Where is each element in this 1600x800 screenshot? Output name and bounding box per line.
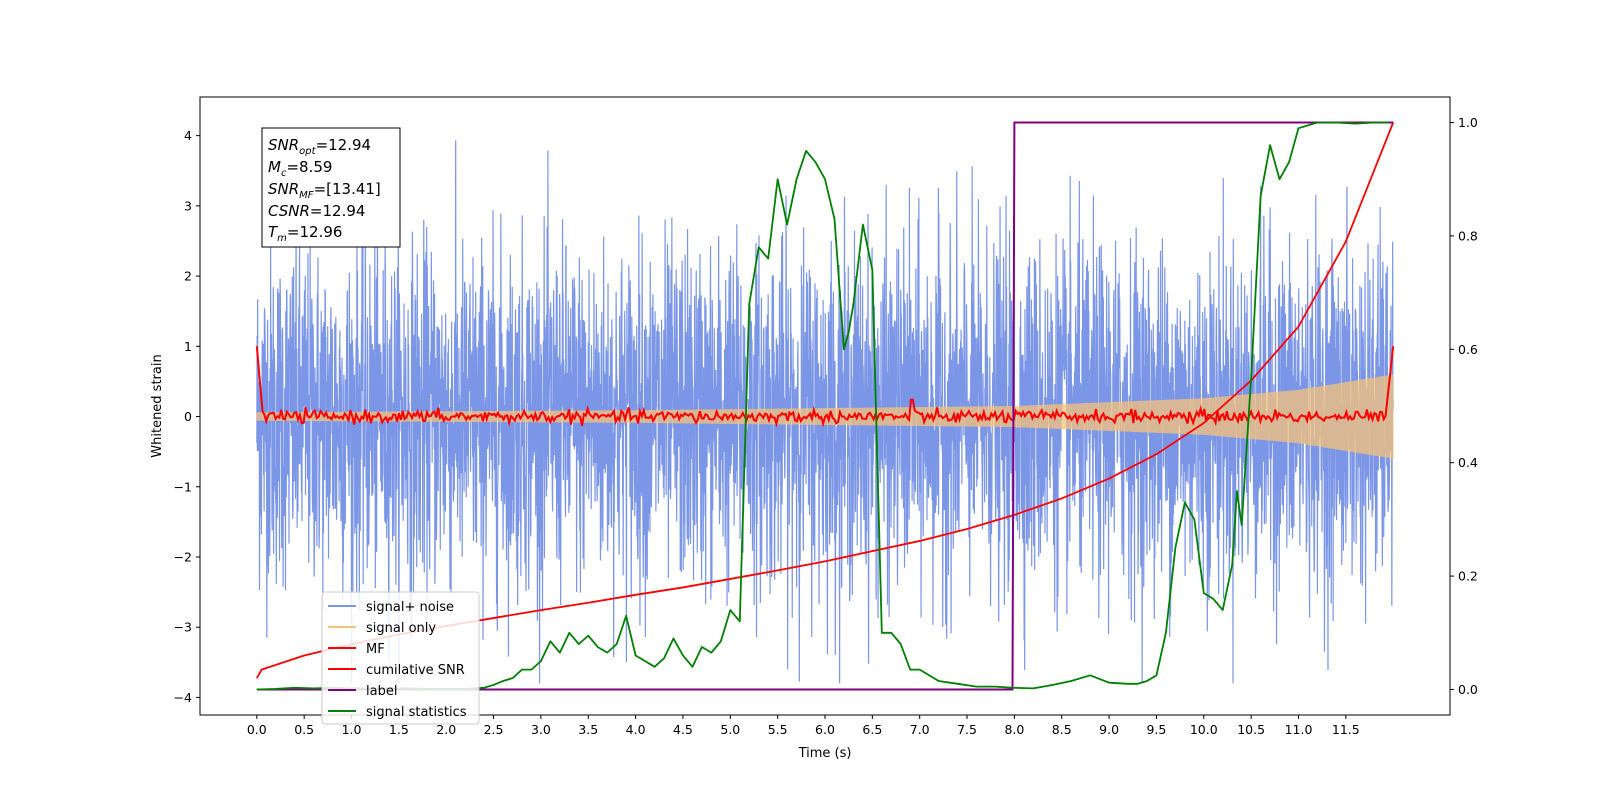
y-tick-label-right: 0.2 <box>1458 569 1478 584</box>
x-tick-label: 7.5 <box>957 722 977 737</box>
x-axis: 0.0 0.5 1.0 1.5 2.0 2.5 3.0 3.5 4.0 4.5 5.0 5.5 6.0 6… <box>247 715 1360 737</box>
y-tick-label-right: 0.0 <box>1458 682 1478 697</box>
y-tick-label-left: 0 <box>184 409 192 424</box>
x-tick-label: 8.0 <box>1004 722 1024 737</box>
x-tick-label: 11.0 <box>1285 722 1313 737</box>
y-axis-right: 1.0 0.8 0.6 0.4 0.2 0.0 <box>1450 115 1478 697</box>
info-snr-mf: SNRMF=[13.41] <box>268 180 381 201</box>
y-tick-label-right: 0.6 <box>1458 342 1478 357</box>
y-tick-label-right: 1.0 <box>1458 115 1478 130</box>
x-tick-label: 3.5 <box>578 722 598 737</box>
y-tick-label-left: 2 <box>184 269 192 284</box>
y-tick-label-left: −4 <box>174 690 192 705</box>
series-mf <box>255 346 1395 428</box>
legend: signal+ noise signal only MF cumilative SNR… <box>321 591 480 725</box>
info-snr-opt: SNRopt=12.94 <box>268 136 371 157</box>
info-tm: Tm=12.96 <box>268 223 342 244</box>
x-tick-label: 5.5 <box>768 722 788 737</box>
legend-label: signal only <box>366 621 436 636</box>
x-tick-label: 9.0 <box>1099 722 1119 737</box>
y-tick-label-left: −1 <box>174 479 192 494</box>
legend-entries: signal+ noise signal only MF cumilative SNR… <box>328 600 467 720</box>
series-signal-only <box>256 374 1394 459</box>
x-tick-label: 11.5 <box>1332 722 1360 737</box>
legend-label: MF <box>366 642 385 657</box>
y-tick-label-right: 0.8 <box>1458 228 1478 243</box>
y-tick-label-left: 4 <box>184 128 192 143</box>
x-tick-label: 9.5 <box>1146 722 1166 737</box>
x-tick-label: 8.5 <box>1052 722 1072 737</box>
info-chirp-mass: Mc=8.59 <box>268 158 332 179</box>
x-tick-label: 5.0 <box>720 722 740 737</box>
y-tick-label-right: 0.4 <box>1458 455 1478 470</box>
info-csnr: CSNR=12.94 <box>268 202 365 220</box>
x-tick-label: 0.0 <box>247 722 267 737</box>
x-tick-label: 6.5 <box>862 722 882 737</box>
y-tick-label-left: 1 <box>184 339 192 354</box>
x-tick-label: 7.0 <box>910 722 930 737</box>
legend-label: signal statistics <box>366 705 467 720</box>
info-box: SNRopt=12.94 Mc=8.59 SNRMF=[13.41] CSNR=… <box>261 127 401 248</box>
x-tick-label: 3.0 <box>531 722 551 737</box>
x-tick-label: 10.0 <box>1190 722 1218 737</box>
y-tick-label-left: −2 <box>174 549 192 564</box>
y-axis-label: Whitened strain <box>150 354 165 457</box>
x-tick-label: 4.0 <box>626 722 646 737</box>
info-box-frame <box>261 127 401 248</box>
x-tick-label: 4.5 <box>673 722 693 737</box>
y-axis-left: 4 3 2 1 0 −1 −2 −3 −4 <box>174 128 200 705</box>
x-tick-label: 2.5 <box>484 722 504 737</box>
x-tick-label: 6.0 <box>815 722 835 737</box>
x-tick-label: 2.0 <box>436 722 456 737</box>
legend-label: signal+ noise <box>366 600 454 615</box>
legend-label: cumilative SNR <box>366 663 465 678</box>
y-tick-label-left: 3 <box>184 198 192 213</box>
legend-label: label <box>366 684 397 699</box>
series-label <box>256 121 1394 691</box>
x-tick-label: 10.5 <box>1237 722 1265 737</box>
x-axis-label: Time (s) <box>798 746 852 761</box>
x-tick-label: 1.0 <box>342 722 362 737</box>
series-signal-statistics <box>256 121 1389 691</box>
y-tick-label-left: −3 <box>174 620 192 635</box>
x-tick-label: 0.5 <box>294 722 314 737</box>
x-tick-label: 1.5 <box>389 722 409 737</box>
legend-frame <box>321 591 480 725</box>
